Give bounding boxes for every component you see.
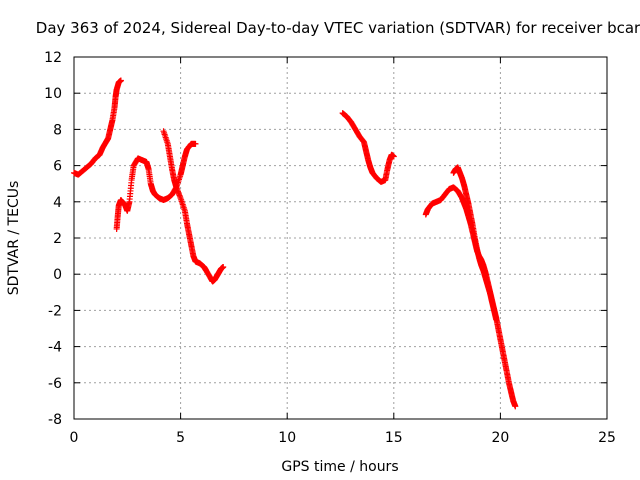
series-arc-1 bbox=[71, 77, 124, 178]
x-tick-label: 0 bbox=[70, 430, 79, 446]
y-tick-label: -4 bbox=[48, 340, 62, 356]
data-point bbox=[512, 403, 519, 410]
series-arc-6 bbox=[450, 164, 500, 323]
x-tick-label: 20 bbox=[491, 430, 509, 446]
y-tick-label: 2 bbox=[53, 231, 62, 247]
x-tick-label: 25 bbox=[598, 430, 616, 446]
data-point bbox=[117, 77, 124, 84]
y-tick-label: 8 bbox=[53, 122, 62, 138]
data-marks bbox=[71, 77, 519, 410]
data-point bbox=[493, 316, 500, 323]
y-tick-label: 4 bbox=[53, 195, 62, 211]
y-tick-label: 10 bbox=[44, 86, 62, 102]
y-tick-label: 12 bbox=[44, 50, 62, 66]
y-tick-label: 6 bbox=[53, 159, 62, 175]
series-arc-3 bbox=[160, 128, 227, 285]
y-tick-label: -6 bbox=[48, 376, 62, 392]
axis-ticks: 0 5 10 15 20 25 -8 -6 -4 -2 0 2 4 6 8 10 12 bbox=[44, 50, 616, 446]
y-axis-label: SDTVAR / TECUs bbox=[6, 181, 22, 296]
x-tick-label: 10 bbox=[278, 430, 296, 446]
y-tick-label: -8 bbox=[48, 412, 62, 428]
series-arc-2 bbox=[113, 140, 199, 232]
grid bbox=[74, 57, 607, 419]
chart-title: Day 363 of 2024, Sidereal Day-to-day VTE… bbox=[36, 19, 640, 37]
data-point bbox=[220, 263, 227, 270]
data-point bbox=[390, 153, 397, 160]
x-tick-label: 15 bbox=[385, 430, 403, 446]
y-tick-label: -2 bbox=[48, 303, 62, 319]
y-tick-label: 0 bbox=[53, 267, 62, 283]
x-axis-label: GPS time / hours bbox=[281, 459, 398, 475]
data-point bbox=[192, 140, 199, 147]
series-arc-4 bbox=[339, 110, 397, 185]
x-tick-label: 5 bbox=[176, 430, 185, 446]
